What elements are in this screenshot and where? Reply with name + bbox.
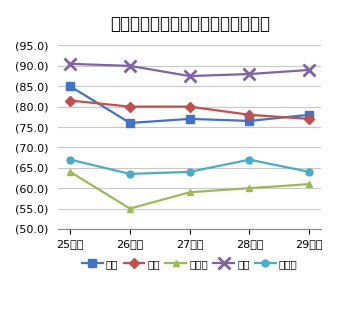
その他 <box>307 170 311 174</box>
下水道 <box>188 190 192 194</box>
下水道 <box>247 186 251 190</box>
病院 <box>68 99 72 102</box>
水道 <box>128 121 132 125</box>
その他 <box>68 158 72 162</box>
ガス <box>188 74 192 78</box>
ガス <box>68 62 72 66</box>
水道 <box>68 84 72 88</box>
ガス <box>128 64 132 68</box>
病院 <box>188 105 192 108</box>
Legend: 水道, 病院, 下水道, ガス, その他: 水道, 病院, 下水道, ガス, その他 <box>82 259 297 269</box>
病院 <box>247 113 251 117</box>
Line: その他: その他 <box>67 156 313 177</box>
ガス <box>247 72 251 76</box>
病院 <box>128 105 132 108</box>
その他 <box>247 158 251 162</box>
その他 <box>188 170 192 174</box>
下水道 <box>128 207 132 211</box>
その他 <box>128 172 132 176</box>
水道 <box>307 113 311 117</box>
Line: 水道: 水道 <box>66 82 313 127</box>
水道 <box>247 119 251 123</box>
Line: ガス: ガス <box>65 58 315 82</box>
Title: 総収益に占める料金収入比率の推移: 総収益に占める料金収入比率の推移 <box>110 15 270 33</box>
病院 <box>307 117 311 121</box>
水道 <box>188 117 192 121</box>
下水道 <box>68 170 72 174</box>
Line: 病院: 病院 <box>67 97 313 122</box>
Line: 下水道: 下水道 <box>67 168 313 212</box>
下水道 <box>307 182 311 186</box>
ガス <box>307 68 311 72</box>
